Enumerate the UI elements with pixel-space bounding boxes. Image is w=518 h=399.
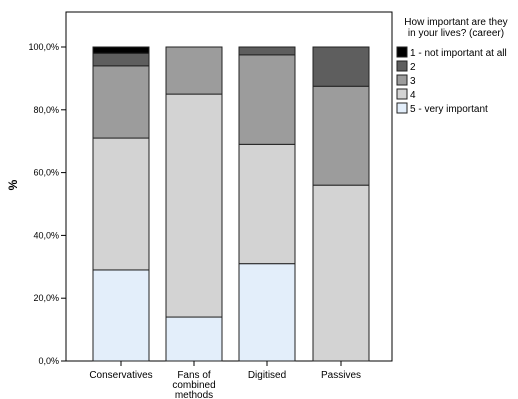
x-tick-label: Conservatives	[89, 370, 152, 381]
x-tick-label: Fans of combined methods	[172, 370, 215, 399]
legend-title: How important are they	[404, 17, 507, 28]
bar-segment	[165, 46, 223, 95]
y-tick-label: 20,0%	[33, 293, 59, 303]
bar-segment	[92, 46, 150, 54]
legend-label: 4	[410, 90, 416, 101]
bar-segment	[92, 269, 150, 362]
legend-label: 5 - very important	[410, 104, 488, 115]
bar-segment	[312, 184, 370, 362]
bar-segment	[312, 46, 370, 87]
y-tick-label: 60,0%	[33, 168, 59, 178]
bar-segment	[92, 52, 150, 67]
bar-segment	[165, 93, 223, 318]
x-tick-label: Digitised	[248, 370, 286, 381]
legend-swatch	[396, 102, 408, 114]
y-tick-label: 0,0%	[38, 356, 59, 366]
legend-label: 3	[410, 76, 416, 87]
legend-swatch	[396, 46, 408, 58]
bar-segment	[312, 85, 370, 186]
y-tick-label: 80,0%	[33, 105, 59, 115]
bar-segment	[238, 143, 296, 265]
bar-segment	[92, 137, 150, 271]
bar-segment	[165, 316, 223, 362]
bar-segment	[238, 263, 296, 362]
legend-swatch	[396, 60, 408, 72]
legend-label: 1 - not important at all	[410, 48, 507, 59]
x-tick-label: Passives	[321, 370, 361, 381]
legend-title: in your lives? (career)	[408, 28, 504, 39]
bar-segment	[238, 46, 296, 56]
bar-segment	[238, 54, 296, 145]
y-tick-label: 100,0%	[28, 42, 59, 52]
legend: How important are they in your lives? (c…	[396, 17, 508, 115]
legend-swatch	[396, 88, 408, 100]
y-tick-label: 40,0%	[33, 230, 59, 240]
legend-swatch	[396, 74, 408, 86]
legend-label: 2	[410, 62, 416, 73]
y-axis-label: %	[6, 179, 20, 190]
bar-segment	[92, 65, 150, 139]
plot-area	[65, 11, 393, 362]
